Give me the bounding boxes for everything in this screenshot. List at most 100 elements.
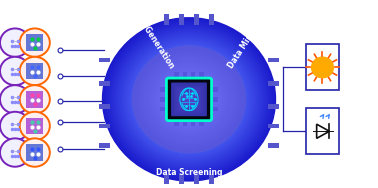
Circle shape bbox=[0, 28, 30, 57]
Circle shape bbox=[0, 138, 30, 167]
Circle shape bbox=[20, 112, 50, 140]
Circle shape bbox=[115, 30, 263, 169]
Circle shape bbox=[104, 19, 274, 180]
Circle shape bbox=[171, 83, 207, 116]
Bar bbox=[191, 72, 195, 80]
Circle shape bbox=[125, 39, 253, 160]
Circle shape bbox=[102, 18, 276, 181]
Circle shape bbox=[107, 22, 271, 177]
Bar bbox=[183, 72, 187, 80]
Circle shape bbox=[177, 88, 201, 111]
Bar bbox=[210, 107, 218, 111]
Bar bbox=[164, 14, 169, 25]
FancyBboxPatch shape bbox=[166, 78, 212, 121]
Bar bbox=[26, 118, 43, 134]
Bar bbox=[268, 81, 279, 86]
Bar bbox=[174, 72, 179, 80]
Circle shape bbox=[113, 28, 265, 171]
Bar bbox=[199, 119, 204, 126]
Circle shape bbox=[144, 57, 234, 141]
Circle shape bbox=[130, 43, 248, 155]
Bar bbox=[268, 124, 279, 128]
Circle shape bbox=[132, 45, 246, 153]
Circle shape bbox=[0, 85, 30, 114]
Circle shape bbox=[105, 21, 273, 178]
Bar bbox=[183, 119, 187, 126]
Circle shape bbox=[127, 41, 251, 158]
FancyBboxPatch shape bbox=[174, 85, 204, 114]
Circle shape bbox=[183, 94, 195, 105]
Circle shape bbox=[119, 34, 259, 165]
Circle shape bbox=[311, 57, 333, 78]
Bar bbox=[160, 107, 168, 111]
Circle shape bbox=[138, 52, 240, 147]
Circle shape bbox=[0, 57, 30, 85]
FancyBboxPatch shape bbox=[181, 92, 197, 107]
FancyBboxPatch shape bbox=[186, 96, 192, 102]
Circle shape bbox=[156, 69, 222, 130]
Circle shape bbox=[159, 71, 219, 127]
FancyBboxPatch shape bbox=[171, 83, 207, 116]
Circle shape bbox=[0, 112, 30, 140]
Circle shape bbox=[120, 35, 258, 164]
FancyBboxPatch shape bbox=[178, 89, 200, 110]
Bar bbox=[99, 104, 110, 109]
FancyBboxPatch shape bbox=[185, 96, 193, 103]
FancyBboxPatch shape bbox=[172, 83, 206, 115]
Bar bbox=[268, 58, 279, 62]
Bar bbox=[26, 144, 43, 161]
Bar bbox=[99, 81, 110, 86]
Bar bbox=[174, 119, 179, 126]
FancyBboxPatch shape bbox=[175, 86, 203, 113]
Circle shape bbox=[110, 24, 268, 174]
Circle shape bbox=[121, 35, 257, 163]
Circle shape bbox=[122, 37, 256, 162]
Circle shape bbox=[20, 28, 50, 57]
Circle shape bbox=[122, 36, 256, 163]
Bar bbox=[210, 87, 218, 92]
FancyBboxPatch shape bbox=[305, 108, 339, 154]
Circle shape bbox=[133, 46, 245, 152]
Circle shape bbox=[125, 40, 253, 159]
Circle shape bbox=[111, 26, 267, 173]
Circle shape bbox=[108, 23, 270, 176]
Bar bbox=[194, 14, 199, 25]
Circle shape bbox=[165, 77, 213, 122]
Bar bbox=[26, 63, 43, 80]
Text: Data Mining: Data Mining bbox=[226, 21, 263, 70]
Circle shape bbox=[110, 25, 268, 174]
Circle shape bbox=[119, 33, 259, 166]
Circle shape bbox=[168, 80, 210, 119]
Circle shape bbox=[105, 20, 273, 179]
Circle shape bbox=[128, 42, 250, 157]
Bar bbox=[194, 174, 199, 184]
FancyBboxPatch shape bbox=[177, 88, 201, 111]
Circle shape bbox=[118, 32, 260, 166]
Bar bbox=[268, 104, 279, 109]
Bar bbox=[99, 58, 110, 62]
Bar bbox=[268, 143, 279, 148]
Bar bbox=[26, 91, 43, 108]
Bar bbox=[179, 174, 184, 184]
Circle shape bbox=[112, 27, 266, 172]
Circle shape bbox=[129, 42, 249, 156]
Text: Data Screening: Data Screening bbox=[156, 168, 222, 177]
Circle shape bbox=[103, 19, 275, 180]
Bar bbox=[99, 124, 110, 128]
Circle shape bbox=[180, 91, 198, 108]
Bar bbox=[210, 97, 218, 102]
Circle shape bbox=[131, 45, 247, 154]
Circle shape bbox=[186, 97, 192, 102]
Circle shape bbox=[174, 85, 204, 113]
Text: Data Generation: Data Generation bbox=[129, 5, 176, 70]
Circle shape bbox=[114, 29, 264, 170]
Circle shape bbox=[123, 37, 255, 161]
Circle shape bbox=[136, 49, 242, 150]
Circle shape bbox=[117, 32, 261, 167]
Bar bbox=[160, 87, 168, 92]
Bar bbox=[199, 72, 204, 80]
FancyBboxPatch shape bbox=[305, 44, 339, 90]
Circle shape bbox=[113, 27, 265, 171]
Circle shape bbox=[147, 60, 231, 139]
Circle shape bbox=[126, 40, 252, 158]
